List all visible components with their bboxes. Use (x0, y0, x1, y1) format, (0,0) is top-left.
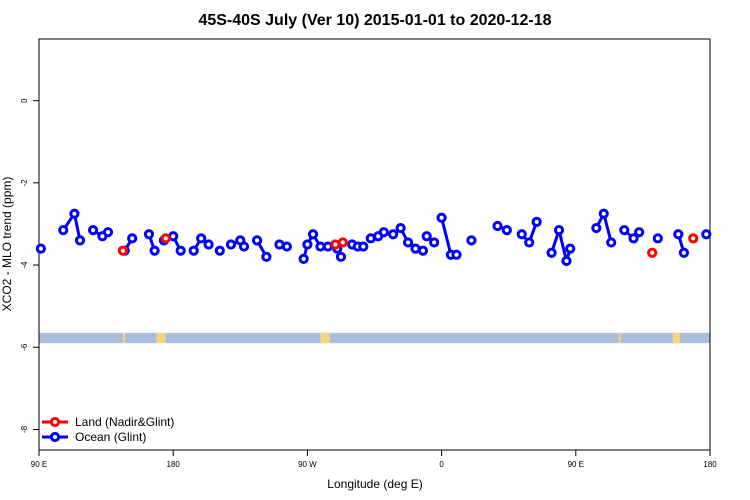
legend-marker (49, 416, 61, 428)
data-point (466, 235, 477, 246)
data-point (196, 233, 207, 244)
data-point (214, 245, 225, 256)
data-point (58, 225, 69, 236)
data-point (87, 225, 99, 236)
data-point (678, 247, 690, 258)
land-patch (122, 332, 125, 344)
data-point (516, 229, 527, 240)
x-axis-label: Longitude (deg E) (327, 477, 422, 491)
data-point (388, 229, 399, 240)
data-point (652, 233, 663, 244)
data-point (417, 245, 429, 256)
data-point (501, 225, 512, 236)
y-tick-label: -2 (20, 179, 29, 187)
map-strip (39, 332, 710, 344)
legend: Land (Nadir&Glint)Ocean (Glint) (42, 415, 174, 444)
x-tick-label: 90 W (298, 460, 317, 469)
ocean-band (39, 332, 710, 344)
data-point (628, 233, 639, 244)
data-point (102, 227, 114, 238)
plot-area (35, 208, 712, 267)
data-point (358, 241, 369, 252)
x-tick-label: 90 E (31, 460, 47, 469)
data-point (673, 229, 684, 240)
data-point (421, 231, 432, 242)
y-tick-label: 0 (20, 98, 29, 103)
x-tick-label: 180 (703, 460, 717, 469)
data-point (688, 233, 699, 244)
data-point (598, 208, 609, 219)
data-point (175, 245, 186, 256)
x-tick-label: 0 (439, 460, 444, 469)
x-tick-label: 180 (167, 460, 181, 469)
data-point (337, 237, 348, 248)
data-point (565, 243, 576, 254)
data-point (378, 227, 389, 238)
data-point (436, 212, 447, 223)
data-point (591, 222, 602, 234)
data-point (492, 220, 503, 232)
data-point (281, 241, 292, 252)
data-point (143, 229, 155, 240)
data-point (606, 237, 617, 248)
data-point (451, 249, 462, 260)
y-tick-label: -6 (20, 343, 29, 351)
data-point (69, 208, 80, 219)
series-land-nadir-glint- (117, 233, 699, 258)
data-point (395, 222, 406, 234)
y-tick-label: -8 (20, 425, 29, 433)
legend-label: Ocean (Glint) (75, 430, 146, 444)
data-point (251, 235, 263, 246)
x-tick-label: 90 E (568, 460, 584, 469)
data-point (634, 227, 645, 238)
data-point (35, 243, 46, 254)
data-point (203, 239, 214, 250)
series-line (550, 224, 572, 267)
data-point (531, 216, 542, 227)
data-point (402, 237, 414, 248)
chart-title: 45S-40S July (Ver 10) 2015-01-01 to 2020… (198, 12, 551, 29)
data-point (127, 233, 138, 244)
series-line (440, 217, 457, 257)
data-point (225, 239, 237, 250)
data-point (298, 253, 309, 264)
land-patch (672, 332, 681, 344)
data-point (701, 229, 712, 240)
data-point (188, 245, 199, 256)
data-point (429, 237, 440, 248)
land-patch (320, 332, 330, 344)
data-point (302, 239, 313, 250)
data-point (74, 235, 86, 246)
data-point (546, 247, 557, 258)
data-point (553, 225, 565, 236)
y-axis-label: XCO2 - MLO trend (ppm) (0, 177, 14, 312)
data-point (619, 225, 630, 236)
y-axis: 0 -2 -4 -6 -8 (20, 98, 39, 433)
data-point (647, 247, 658, 258)
land-patch (618, 332, 621, 344)
x-axis: 90 E 180 90 W 0 90 E 180 (31, 450, 717, 469)
y-tick-label: -4 (20, 261, 29, 269)
data-point (261, 251, 272, 262)
data-point (117, 245, 128, 256)
data-point (149, 245, 160, 256)
data-point (524, 237, 535, 248)
data-point (561, 255, 572, 267)
series-ocean-glint- (35, 208, 712, 267)
legend-marker (49, 431, 61, 443)
data-point (160, 233, 171, 244)
land-patch (156, 332, 166, 344)
data-point (307, 229, 319, 240)
data-point (335, 251, 347, 262)
legend-label: Land (Nadir&Glint) (75, 415, 174, 429)
data-point (238, 241, 250, 252)
